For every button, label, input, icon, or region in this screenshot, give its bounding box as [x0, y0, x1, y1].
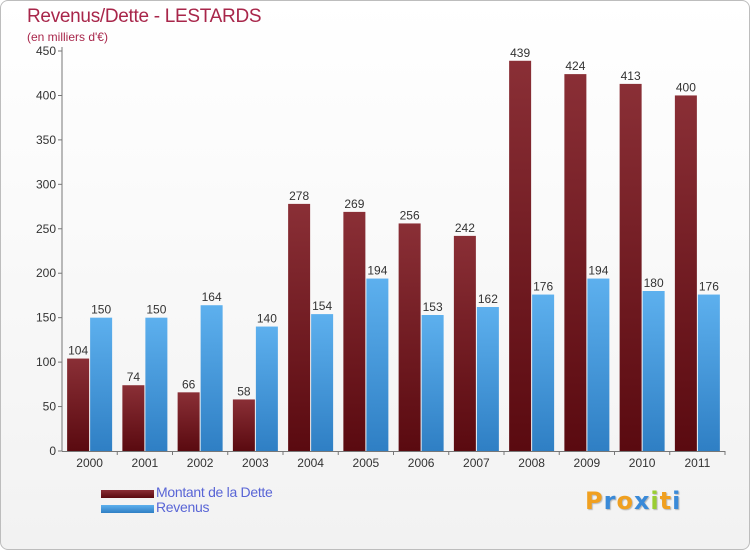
data-label-revenus: 194 — [588, 264, 608, 278]
logo-letter: i — [672, 487, 682, 515]
data-label-revenus: 180 — [644, 276, 664, 290]
legend-label-revenus: Revenus — [156, 499, 210, 515]
bar-revenus — [366, 278, 389, 451]
data-label-dette: 400 — [676, 80, 696, 94]
x-tick-label: 2004 — [297, 456, 324, 470]
data-label-dette: 424 — [565, 59, 585, 73]
bar-dette — [619, 83, 642, 451]
x-tick-label: 2000 — [76, 456, 103, 470]
data-label-dette: 66 — [182, 377, 196, 391]
bar-revenus — [90, 317, 113, 451]
data-label-dette: 278 — [289, 189, 309, 203]
y-tick-label: 350 — [36, 133, 56, 147]
data-label-revenus: 164 — [202, 290, 222, 304]
logo-letter: P — [585, 487, 604, 515]
y-tick-label: 250 — [36, 222, 56, 236]
data-label-dette: 74 — [127, 370, 141, 384]
x-tick-label: 2005 — [353, 456, 380, 470]
data-labels: 104 150 74 150 66 164 58 140 278 154 269 194 256 153 2… — [68, 46, 719, 399]
bar-revenus — [200, 305, 223, 451]
axes: 0 50 100 150 200 250 300 350 400 450 2000 2001 2002 2… — [36, 44, 726, 470]
data-label-revenus: 176 — [699, 280, 719, 294]
legend-swatch-dette — [101, 490, 154, 498]
data-label-revenus: 162 — [478, 292, 498, 306]
data-label-dette: 242 — [455, 221, 475, 235]
x-tick-label: 2003 — [242, 456, 269, 470]
bar-dette — [177, 392, 200, 451]
data-label-revenus: 150 — [91, 303, 111, 317]
bar-dette — [453, 235, 476, 451]
data-label-revenus: 194 — [367, 264, 387, 278]
x-tick-label: 2010 — [629, 456, 656, 470]
logo-letter: r — [603, 487, 617, 515]
y-tick-label: 200 — [36, 266, 56, 280]
bar-dette — [288, 203, 311, 451]
logo-letter: i — [650, 487, 660, 515]
bar-dette — [674, 95, 697, 451]
data-label-dette: 104 — [68, 344, 88, 358]
data-label-revenus: 140 — [257, 312, 277, 326]
x-tick-label: 2001 — [132, 456, 159, 470]
y-tick-label: 100 — [36, 355, 56, 369]
y-tick-label: 400 — [36, 88, 56, 102]
bar-revenus — [587, 278, 610, 451]
y-tick-label: 300 — [36, 177, 56, 191]
bar-dette — [232, 399, 255, 451]
x-tick-label: 2002 — [187, 456, 214, 470]
y-tick-label: 0 — [49, 444, 56, 458]
x-tick-label: 2008 — [518, 456, 545, 470]
y-tick-label: 50 — [43, 400, 57, 414]
chart-subtitle: (en milliers d'€) — [27, 30, 108, 44]
bar-revenus — [532, 294, 555, 451]
bars — [67, 60, 720, 452]
bar-revenus — [476, 307, 499, 451]
legend-label-dette: Montant de la Dette — [156, 484, 273, 500]
x-tick-label: 2007 — [463, 456, 490, 470]
data-label-revenus: 153 — [423, 300, 443, 314]
x-tick-label: 2011 — [684, 456, 710, 470]
bar-dette — [509, 60, 532, 452]
y-tick-label: 150 — [36, 311, 56, 325]
bar-dette — [67, 358, 90, 451]
bar-revenus — [642, 291, 665, 451]
logo-letter: t — [659, 487, 673, 515]
bar-revenus — [421, 315, 444, 451]
data-label-revenus: 154 — [312, 299, 332, 313]
y-tick-label: 450 — [36, 44, 56, 58]
data-label-revenus: 176 — [533, 280, 553, 294]
proxiti-logo: Proxiti — [585, 487, 681, 515]
bar-dette — [564, 74, 587, 451]
data-label-dette: 439 — [510, 46, 530, 60]
data-label-dette: 413 — [621, 69, 641, 83]
bar-revenus — [311, 314, 334, 451]
data-label-dette: 256 — [400, 208, 420, 222]
data-label-dette: 269 — [344, 197, 364, 211]
chart-title: Revenus/Dette - LESTARDS — [27, 6, 262, 27]
logo-letter: x — [633, 487, 651, 515]
data-label-dette: 58 — [237, 384, 251, 398]
bar-revenus — [255, 326, 278, 451]
bar-revenus — [145, 317, 168, 451]
x-tick-label: 2006 — [408, 456, 435, 470]
data-label-revenus: 150 — [146, 303, 166, 317]
legend-swatch-revenus — [101, 505, 154, 513]
bar-revenus — [697, 294, 720, 451]
bar-dette — [398, 223, 421, 451]
bar-dette — [122, 385, 145, 451]
bar-dette — [343, 211, 366, 451]
x-tick-label: 2009 — [574, 456, 601, 470]
logo-letter: o — [616, 487, 634, 515]
